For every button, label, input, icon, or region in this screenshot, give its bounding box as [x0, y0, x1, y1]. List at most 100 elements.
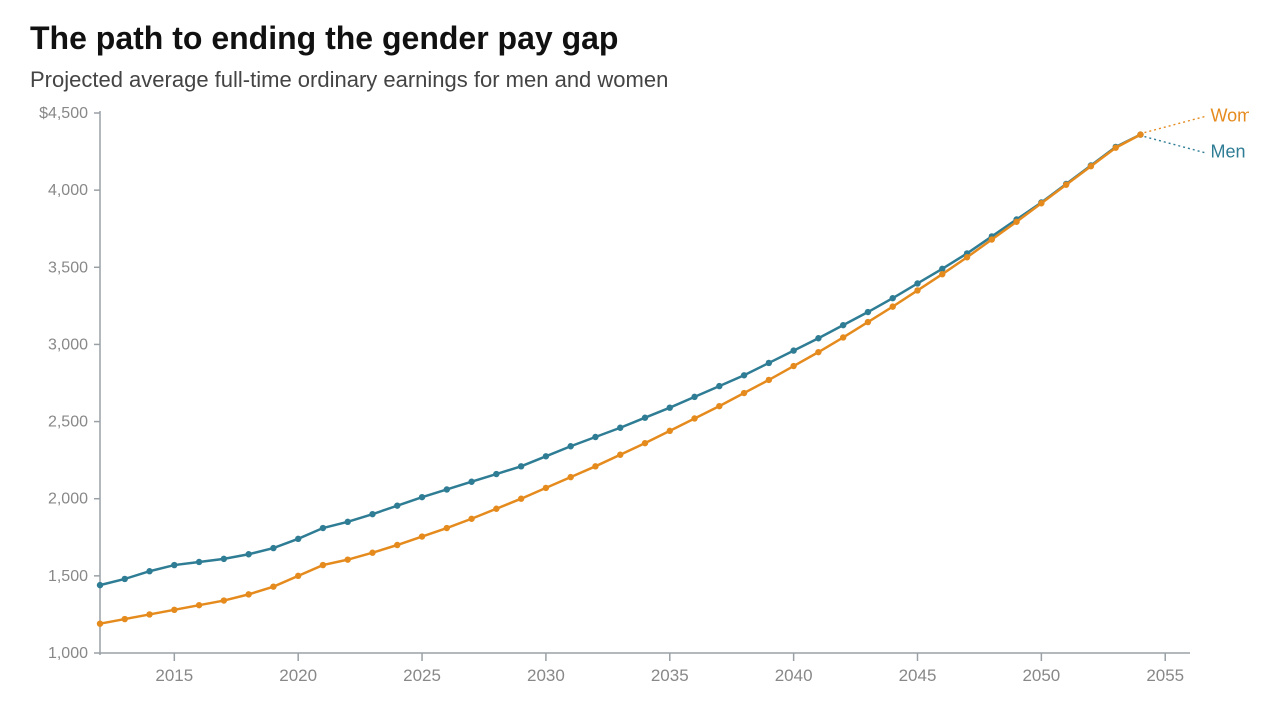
series-marker-women [1063, 182, 1069, 188]
series-marker-men [790, 347, 796, 353]
series-marker-women [790, 363, 796, 369]
series-marker-women [964, 254, 970, 260]
series-marker-men [419, 494, 425, 500]
label-connector-men [1144, 137, 1204, 153]
series-marker-men [865, 309, 871, 315]
x-tick-label: 2045 [899, 666, 937, 683]
series-marker-men [691, 394, 697, 400]
series-marker-women [196, 602, 202, 608]
series-marker-men [716, 383, 722, 389]
series-marker-men [642, 415, 648, 421]
series-marker-men [667, 404, 673, 410]
series-marker-women [419, 533, 425, 539]
series-marker-men [493, 471, 499, 477]
series-marker-women [840, 334, 846, 340]
series-marker-women [815, 349, 821, 355]
series-marker-women [468, 516, 474, 522]
y-tick-label: 1,000 [48, 645, 88, 662]
series-marker-men [741, 372, 747, 378]
series-marker-men [567, 443, 573, 449]
series-marker-women [567, 474, 573, 480]
series-marker-women [691, 415, 697, 421]
series-marker-men [444, 486, 450, 492]
series-marker-men [295, 536, 301, 542]
x-tick-label: 2030 [527, 666, 565, 683]
series-marker-women [97, 620, 103, 626]
series-marker-women [493, 506, 499, 512]
series-marker-women [716, 403, 722, 409]
series-marker-women [518, 496, 524, 502]
series-marker-women [543, 485, 549, 491]
series-marker-women [667, 428, 673, 434]
series-marker-women [320, 562, 326, 568]
x-tick-label: 2055 [1146, 666, 1184, 683]
y-tick-label: 2,000 [48, 491, 88, 508]
series-marker-women [1137, 131, 1143, 137]
series-marker-women [989, 236, 995, 242]
series-marker-women [865, 319, 871, 325]
series-marker-women [617, 452, 623, 458]
series-marker-women [592, 463, 598, 469]
series-marker-men [468, 479, 474, 485]
series-label-men: Men [1210, 142, 1245, 162]
series-label-women: Women [1210, 106, 1249, 126]
series-marker-women [122, 616, 128, 622]
series-marker-men [518, 463, 524, 469]
series-marker-men [592, 434, 598, 440]
series-marker-women [221, 597, 227, 603]
series-marker-men [914, 280, 920, 286]
chart-subtitle: Projected average full-time ordinary ear… [30, 67, 1249, 93]
series-marker-men [394, 502, 400, 508]
chart-area: 1,000 1,500 2,000 2,500 3,000 3,500 4,000 $4,50… [30, 103, 1249, 683]
line-chart: 1,000 1,500 2,000 2,500 3,000 3,500 4,000 $4,50… [30, 103, 1249, 683]
x-tick-label: 2035 [651, 666, 689, 683]
series-marker-women [741, 390, 747, 396]
series-marker-women [444, 525, 450, 531]
series-marker-men [320, 525, 326, 531]
x-tick-label: 2040 [775, 666, 813, 683]
series-marker-men [122, 576, 128, 582]
series-marker-women [890, 303, 896, 309]
series-marker-men [766, 360, 772, 366]
series-marker-women [939, 271, 945, 277]
y-tick-label: $4,500 [39, 105, 88, 122]
y-tick-label: 4,000 [48, 182, 88, 199]
series-line-men [100, 135, 1140, 586]
series-marker-men [543, 453, 549, 459]
y-tick-label: 3,000 [48, 336, 88, 353]
series-marker-men [171, 562, 177, 568]
y-tick-label: 2,500 [48, 414, 88, 431]
series-marker-men [815, 335, 821, 341]
x-tick-label: 2025 [403, 666, 441, 683]
series-marker-women [1112, 145, 1118, 151]
y-tick-label: 1,500 [48, 568, 88, 585]
x-tick-label: 2050 [1022, 666, 1060, 683]
series-marker-women [1088, 163, 1094, 169]
series-marker-women [345, 556, 351, 562]
x-tick-label: 2015 [155, 666, 193, 683]
series-marker-women [394, 542, 400, 548]
series-marker-men [196, 559, 202, 565]
series-marker-women [171, 607, 177, 613]
series-marker-men [840, 322, 846, 328]
series-marker-men [146, 568, 152, 574]
series-marker-women [914, 287, 920, 293]
series-marker-men [369, 511, 375, 517]
series-marker-women [270, 583, 276, 589]
series-marker-women [245, 591, 251, 597]
series-marker-men [345, 519, 351, 525]
series-marker-men [270, 545, 276, 551]
y-tick-label: 3,500 [48, 259, 88, 276]
series-marker-men [221, 556, 227, 562]
series-marker-women [1013, 219, 1019, 225]
series-marker-women [146, 611, 152, 617]
series-marker-women [642, 440, 648, 446]
series-marker-men [617, 425, 623, 431]
label-connector-women [1144, 117, 1204, 133]
series-marker-women [766, 377, 772, 383]
series-marker-women [295, 573, 301, 579]
series-line-women [100, 135, 1140, 624]
series-marker-men [97, 582, 103, 588]
series-marker-men [890, 295, 896, 301]
x-tick-label: 2020 [279, 666, 317, 683]
